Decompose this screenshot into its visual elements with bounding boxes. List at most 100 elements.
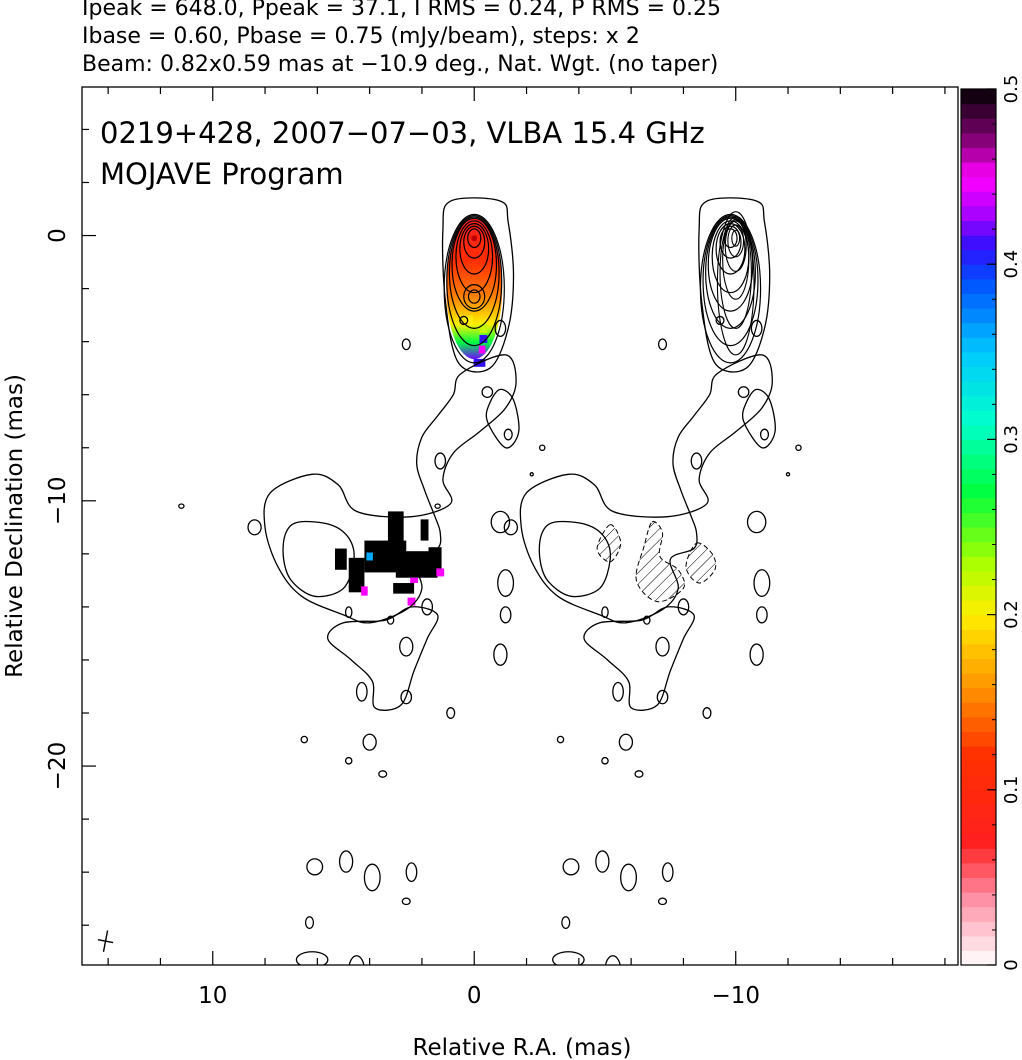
- core-contour: [443, 213, 505, 364]
- beam-minor-axis: [97, 938, 114, 944]
- core-contour: [448, 216, 500, 329]
- intensity-contour-island: [612, 681, 624, 702]
- intensity-contour-island: [750, 319, 763, 337]
- colorbar-step: [961, 132, 996, 148]
- hatched-region: [685, 542, 717, 584]
- intensity-contour-island: [446, 707, 456, 719]
- fracpol-pixel: [387, 511, 404, 544]
- colorbar-tick-label: 0.5: [1001, 75, 1022, 104]
- x-axis-label: Relative R.A. (mas): [413, 1035, 632, 1060]
- intensity-contour-island: [344, 756, 353, 765]
- colorbar-step: [961, 381, 996, 397]
- intensity-contour-island: [363, 863, 381, 892]
- intensity-contour-island: [401, 338, 411, 351]
- y-tick-label: −20: [45, 742, 71, 791]
- colorbar-step: [961, 614, 996, 630]
- intensity-contour-island: [306, 858, 324, 876]
- intensity-contour-island: [338, 850, 354, 873]
- colorbar-step: [961, 819, 996, 835]
- intensity-contour-island: [503, 428, 513, 441]
- core-peak: [471, 235, 478, 242]
- intensity-contour: [519, 354, 773, 624]
- colorbar-step: [961, 760, 996, 776]
- contour-panel-2: [434, 197, 802, 965]
- pol-contour: [727, 224, 745, 258]
- fracpol-pixel: [407, 597, 416, 606]
- colorbar-step: [961, 600, 996, 616]
- polarized-intensity-contours: [716, 211, 755, 356]
- fracpol-pixel: [478, 345, 486, 354]
- intensity-contour-island: [657, 897, 668, 906]
- colorbar-step: [961, 191, 996, 207]
- colorbar-step: [961, 147, 996, 163]
- intensity-contour-island: [178, 503, 185, 509]
- colorbar-step: [961, 512, 996, 528]
- intensity-contour-island: [753, 569, 771, 597]
- colorbar-step: [961, 585, 996, 601]
- colorbar-frame: [960, 88, 997, 966]
- fracpol-pixel: [410, 577, 419, 584]
- colorbar-step: [961, 643, 996, 659]
- intensity-contour-island: [494, 319, 507, 337]
- intensity-contour-island: [759, 428, 770, 441]
- core-contours: [443, 213, 505, 364]
- intensity-contour-island: [362, 733, 377, 751]
- beam-line: Beam: 0.82x0.59 mas at −10.9 deg., Nat. …: [82, 52, 719, 77]
- fracpol-pixel: [479, 323, 488, 334]
- map-title: 0219+428, 2007−07−03, VLBA 15.4 GHz: [100, 116, 705, 150]
- intensity-contour-island: [459, 315, 469, 326]
- intensity-contour-island: [399, 636, 414, 657]
- fracpol-pixel: [361, 586, 368, 596]
- colorbar-tick-label: 0.3: [1001, 425, 1022, 454]
- fracpol-pixel: [459, 315, 473, 326]
- x-tick-label: −10: [711, 983, 760, 1009]
- intensity-contour: [485, 388, 520, 449]
- colorbar-step: [961, 103, 996, 119]
- intensity-contour-island: [556, 735, 565, 744]
- intensity-contour-island: [620, 863, 638, 892]
- intensity-contour-island: [304, 916, 315, 930]
- intensity-contour: [263, 354, 517, 624]
- pol-contour: [719, 216, 752, 329]
- intensity-contour-island: [497, 569, 515, 597]
- core-contours-panel-2: [699, 213, 762, 364]
- intensity-contour-island: [538, 444, 546, 452]
- colorbar-step: [961, 366, 996, 382]
- core-contour: [719, 225, 742, 259]
- intensity-contour-island: [737, 386, 750, 399]
- pol-contour: [731, 229, 741, 247]
- intensity-contour-island: [690, 452, 703, 470]
- intensity-contour-island: [756, 606, 768, 624]
- intensity-contour-island: [746, 510, 767, 534]
- knot-contour: [467, 289, 481, 304]
- colorbar-step: [961, 293, 996, 309]
- axis-ticks: [82, 87, 946, 965]
- intensity-contour-island: [355, 681, 368, 702]
- intensity-contour: [327, 606, 439, 711]
- colorbar-tick-label: 0.1: [1001, 775, 1022, 804]
- colorbar-step: [961, 731, 996, 747]
- intensity-contour-island: [785, 472, 791, 477]
- colorbar-step: [961, 176, 996, 192]
- intensity-contour-island: [405, 862, 418, 883]
- beam-cross: [97, 930, 114, 952]
- intensity-contour-island: [503, 519, 519, 536]
- colorbar-step: [961, 220, 996, 236]
- intensity-contour-island: [561, 916, 571, 930]
- core-contour: [707, 217, 754, 312]
- x-tick-label: 0: [467, 983, 482, 1009]
- colorbar-step: [961, 833, 996, 849]
- core-contour: [446, 215, 503, 347]
- core-contour: [467, 228, 482, 249]
- colorbar-step: [961, 877, 996, 893]
- core-contour: [459, 223, 490, 275]
- intensity-contour-island: [604, 955, 621, 965]
- hatched-region: [596, 524, 622, 563]
- pol-contour: [722, 219, 750, 300]
- pol-contour: [724, 220, 747, 272]
- colorbar-step: [961, 848, 996, 864]
- y-tick-label: 0: [45, 228, 71, 243]
- colorbar-step: [961, 162, 996, 178]
- fracpol-pixel: [393, 583, 415, 594]
- colorbar-step: [961, 629, 996, 645]
